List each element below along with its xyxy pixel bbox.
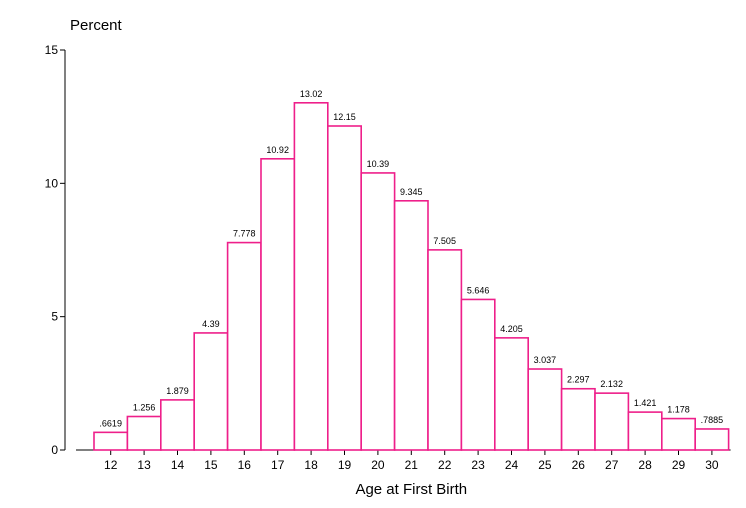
data-label: 1.178 xyxy=(667,405,690,415)
x-tick-label: 30 xyxy=(705,458,719,472)
bar xyxy=(393,200,429,451)
x-tick-label: 18 xyxy=(304,458,318,472)
bar xyxy=(126,415,162,451)
bar xyxy=(527,368,563,451)
bars xyxy=(93,102,730,451)
data-label: 1.421 xyxy=(634,398,657,408)
x-tick-label: 13 xyxy=(137,458,151,472)
y-tick-label: 0 xyxy=(51,443,58,457)
data-label: 4.205 xyxy=(500,324,523,334)
bar xyxy=(460,298,496,451)
x-tick-label: 25 xyxy=(538,458,552,472)
x-tick-label: 29 xyxy=(672,458,686,472)
x-tick-label: 27 xyxy=(605,458,619,472)
data-label: 10.92 xyxy=(266,145,289,155)
x-tick-label: 15 xyxy=(204,458,218,472)
y-tick-label: 5 xyxy=(51,310,58,324)
x-tick-label: 16 xyxy=(238,458,252,472)
bar xyxy=(160,399,196,451)
bar xyxy=(560,387,596,451)
x-axis-title: Age at First Birth xyxy=(355,481,467,498)
data-labels: .6619 1.256 1.879 4.39 7.778 10.92 13.02 12.15 1… xyxy=(99,89,723,429)
data-label: 4.39 xyxy=(202,319,220,329)
data-label: 9.345 xyxy=(400,187,423,197)
y-axis-title: Percent xyxy=(70,17,123,34)
x-tick-label: 21 xyxy=(405,458,419,472)
bar xyxy=(427,249,463,451)
bar xyxy=(594,392,630,451)
x-tick-label: 24 xyxy=(505,458,519,472)
bar xyxy=(493,337,529,451)
bar xyxy=(627,411,663,451)
data-label: 2.297 xyxy=(567,375,590,385)
data-label: .6619 xyxy=(99,418,122,428)
bar xyxy=(93,431,129,451)
x-tick-label: 23 xyxy=(471,458,485,472)
x-tick-label: 12 xyxy=(104,458,118,472)
data-label: 1.879 xyxy=(166,386,189,396)
data-label: 2.132 xyxy=(600,379,623,389)
data-label: 7.778 xyxy=(233,229,256,239)
y-tick-label: 10 xyxy=(45,176,59,190)
bar xyxy=(193,332,229,451)
x-tick-label: 28 xyxy=(638,458,652,472)
x-axis: 12 13 14 15 16 17 18 19 20 21 22 23 24 25 26 27 28 29 30 xyxy=(76,449,731,472)
x-tick-label: 20 xyxy=(371,458,385,472)
y-axis: 0 5 10 15 xyxy=(45,43,66,457)
bar xyxy=(360,172,396,451)
bar xyxy=(226,241,262,451)
x-tick-label: 22 xyxy=(438,458,452,472)
data-label: 7.505 xyxy=(433,236,456,246)
x-tick-label: 19 xyxy=(338,458,352,472)
bar xyxy=(694,428,730,451)
bar xyxy=(326,125,362,451)
data-label: 13.02 xyxy=(300,89,323,99)
x-tick-label: 17 xyxy=(271,458,285,472)
data-label: 5.646 xyxy=(467,285,490,295)
data-label: .7885 xyxy=(701,415,724,425)
bar xyxy=(660,417,696,451)
data-label: 3.037 xyxy=(534,355,557,365)
data-label: 10.39 xyxy=(367,159,390,169)
x-tick-label: 26 xyxy=(572,458,586,472)
data-label: 12.15 xyxy=(333,112,356,122)
data-label: 1.256 xyxy=(133,403,156,413)
bar xyxy=(260,158,296,451)
y-tick-label: 15 xyxy=(45,43,59,57)
x-tick-label: 14 xyxy=(171,458,185,472)
bar xyxy=(293,102,329,451)
